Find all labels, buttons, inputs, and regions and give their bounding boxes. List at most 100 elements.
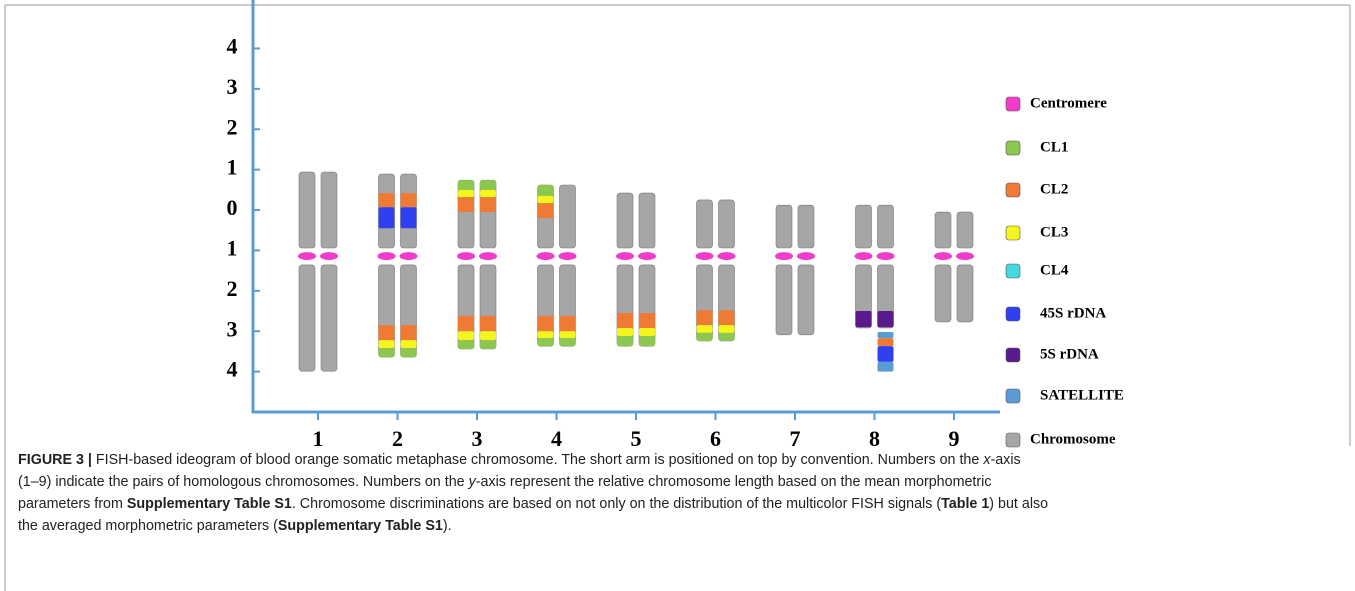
fish-signal [379,207,395,228]
fish-signal [878,338,894,346]
x-tick-label: 1 [313,426,324,451]
caption: FIGURE 3 | FISH-based ideogram of blood … [18,449,1348,537]
caption-text: ). [443,518,452,534]
y-tick-label: 3 [227,316,238,341]
x-tick-label: 9 [949,426,960,451]
centromere [457,252,475,260]
fish-signal [458,340,474,349]
centromere [559,252,577,260]
centromere [298,252,316,260]
legend-swatch [1006,348,1020,362]
legend-label: 5S rDNA [1040,346,1099,362]
centromere [638,252,656,260]
fish-signal [560,331,576,338]
caption-text: (1–9) indicate the pairs of homologous c… [18,474,469,490]
centromere [696,252,714,260]
fish-signal [379,348,395,357]
legend-swatch [1006,264,1020,278]
fish-signal [538,196,554,203]
caption-text: Table 1 [941,496,989,512]
chromosome-arm [776,205,792,248]
fish-signal [697,333,713,341]
legend-swatch [1006,97,1020,111]
centromere [855,252,873,260]
chromosome-arm [299,172,315,248]
x-tick-label: 7 [790,426,801,451]
caption-text: . Chromosome discriminations are based o… [292,496,941,512]
fish-signal [480,340,496,349]
fish-signal [856,311,872,327]
chromosome-arm [798,265,814,335]
fish-signal [639,328,655,336]
fish-signal [878,346,894,362]
x-tick-label: 2 [392,426,403,451]
legend-swatch [1006,226,1020,240]
chromosome-arm [776,265,792,335]
caption-text: FISH-based ideogram of blood orange soma… [92,452,983,468]
legend-label: Centromere [1030,95,1107,111]
chromosome-arm [957,265,973,322]
fish-signal [458,197,474,212]
caption-line: parameters from Supplementary Table S1. … [18,493,1348,515]
legend-label: CL1 [1040,139,1068,155]
fish-signal [458,180,474,190]
fish-signal [719,333,735,341]
centromere [877,252,895,260]
fish-signal [458,190,474,197]
fish-signal [719,325,735,333]
fish-signal [480,331,496,340]
caption-text: the averaged morphometric parameters ( [18,518,278,534]
legend-swatch [1006,307,1020,321]
fish-signal [719,310,735,325]
x-tick-label: 5 [631,426,642,451]
legend-swatch [1006,433,1020,447]
legend-label: CL3 [1040,224,1068,240]
page: 432101234123456789CentromereCL1CL2CL3CL4… [0,0,1355,591]
y-tick-label: 4 [227,34,238,59]
caption-text: -axis represent the relative chromosome … [476,474,992,490]
caption-text: -axis [990,452,1020,468]
caption-text: Supplementary Table S1 [127,496,292,512]
centromere [718,252,736,260]
fish-signal [480,316,496,331]
legend-label: CL4 [1040,262,1069,278]
centromere [934,252,952,260]
fish-signal [617,313,633,328]
y-tick-label: 2 [227,276,238,301]
legend-swatch [1006,389,1020,403]
chromosome-arm [617,193,633,248]
chromosome-arm [935,212,951,248]
caption-text: FIGURE 3 | [18,452,92,468]
chromosome-arm [878,205,894,248]
centromere [797,252,815,260]
caption-line: the averaged morphometric parameters (Su… [18,515,1348,537]
fish-signal [538,338,554,346]
fish-signal [538,316,554,331]
caption-text: ) but also [989,496,1048,512]
fish-signal [538,203,554,218]
chromosome-arm [321,172,337,248]
y-tick-label: 2 [227,114,238,139]
fish-signal [538,331,554,338]
centromere [378,252,396,260]
fish-signal [560,338,576,346]
caption-line: FIGURE 3 | FISH-based ideogram of blood … [18,449,1348,471]
fish-signal [617,328,633,336]
fish-signal [617,336,633,346]
centromere [479,252,497,260]
chromosome-arm [856,205,872,248]
caption-text: y [469,474,476,490]
fish-signal [379,193,395,207]
x-tick-label: 8 [869,426,880,451]
chromosome-arm [798,205,814,248]
y-tick-label: 4 [227,357,238,382]
fish-signal [878,332,894,338]
x-tick-label: 3 [472,426,483,451]
chromosome-arm [957,212,973,248]
centromere [616,252,634,260]
fish-signal [878,362,894,372]
chromosome-arm [560,185,576,248]
fish-signal [480,180,496,190]
fish-signal [480,197,496,212]
centromere [775,252,793,260]
